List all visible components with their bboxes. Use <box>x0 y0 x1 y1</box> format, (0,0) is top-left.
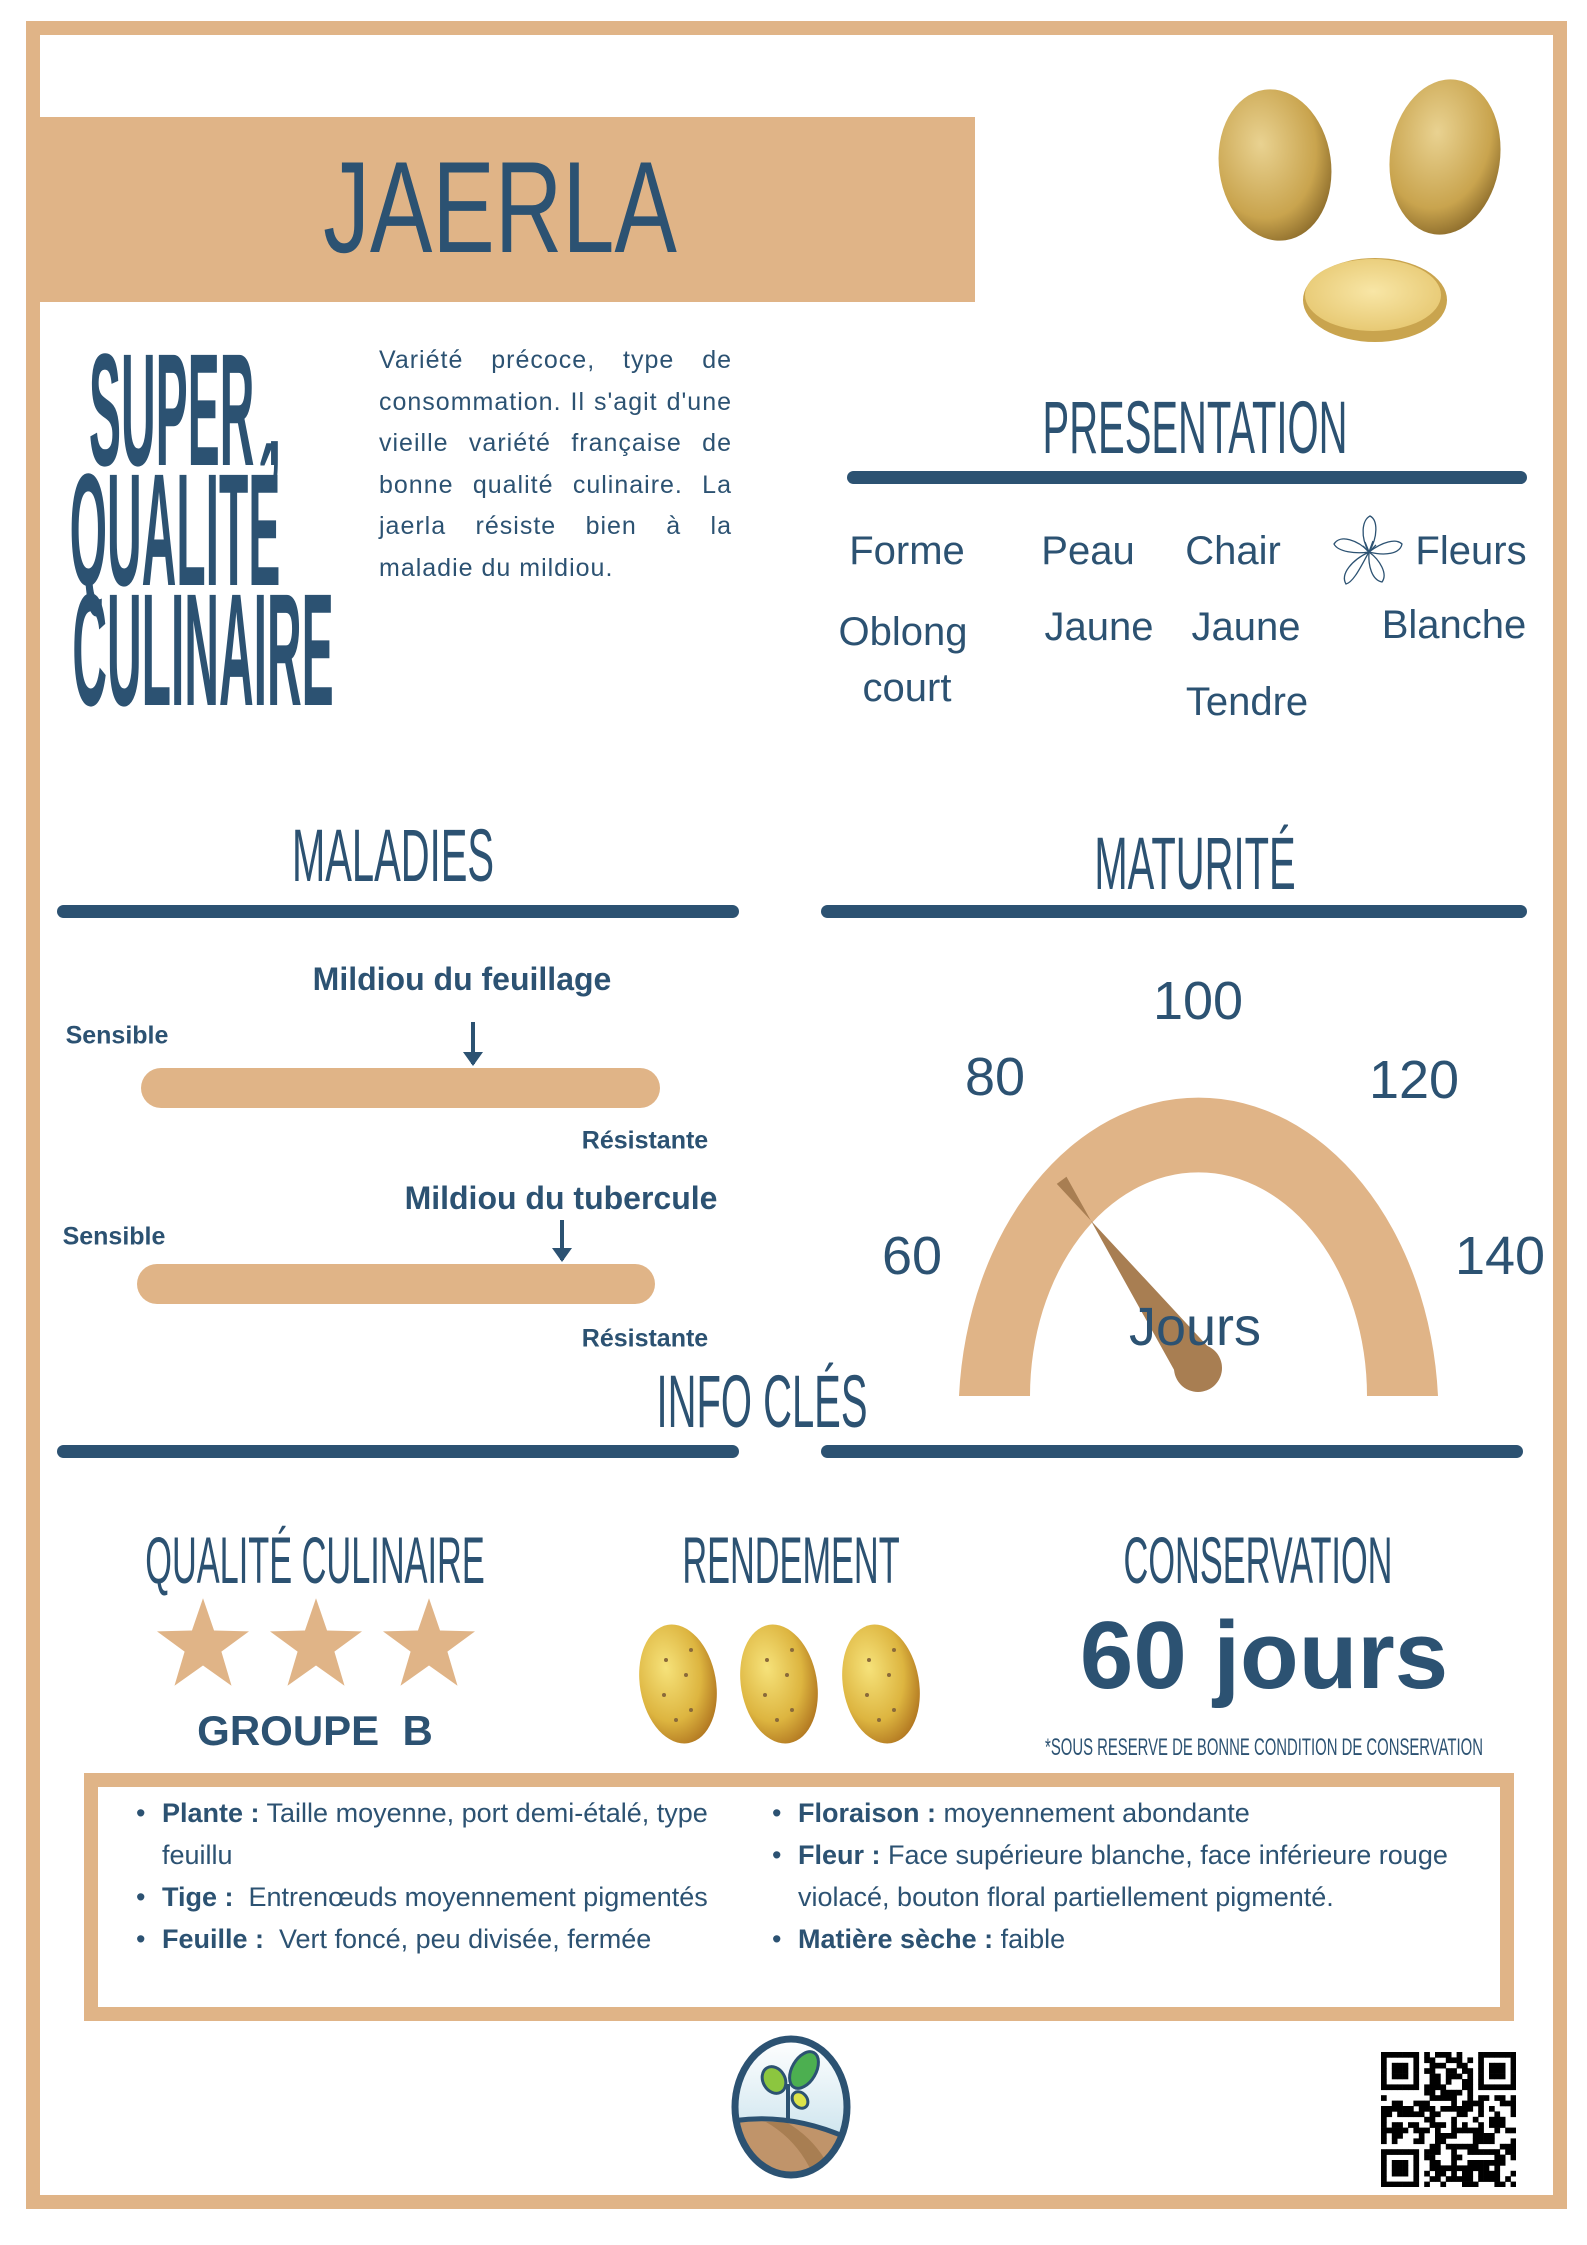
gauge-tick-80: 80 <box>964 1047 1026 1107</box>
detail-text: Entrenœuds moyennement pigmentés <box>233 1882 708 1912</box>
disease-high-label: Résistante <box>581 1126 709 1155</box>
disease-scale-bar <box>141 1068 660 1108</box>
forme-value: Oblong <box>838 610 968 654</box>
detail-text: Taille moyenne, port demi-étalé, type fe… <box>162 1798 708 1870</box>
disease-high-label: Résistante <box>581 1324 709 1353</box>
detail-item: Feuille : Vert foncé, peu divisée, fermé… <box>136 1918 752 1960</box>
needle-pivot <box>1174 1344 1222 1392</box>
info-rule-right <box>821 1445 1523 1458</box>
gauge-tick-140: 140 <box>1454 1226 1546 1286</box>
disease-level-arrow <box>551 1220 572 1262</box>
detail-label: Matière sèche : <box>798 1924 994 1954</box>
rendement-label: RENDEMENT <box>682 1523 900 1597</box>
presentation-heading: PRESENTATION <box>1042 386 1348 469</box>
gauge-tick-60: 60 <box>881 1226 943 1286</box>
presentation-rule <box>847 471 1527 484</box>
info-heading: INFO CLÉS <box>656 1360 868 1443</box>
gauge-tick-100: 100 <box>1152 971 1244 1031</box>
info-rule-left <box>57 1445 739 1458</box>
detail-item: Tige : Entrenœuds moyennement pigmentés <box>136 1876 752 1918</box>
detail-label: Fleur : <box>798 1840 881 1870</box>
peau-value: Jaune <box>1044 605 1154 649</box>
details-right: Floraison : moyennement abondante Fleur … <box>772 1792 1492 1960</box>
slogan-line-1: SUPER , <box>88 320 282 499</box>
variety-title: JAERLA <box>323 134 677 280</box>
fleurs-value: Blanche <box>1381 603 1527 647</box>
forme-value-2: court <box>862 666 952 710</box>
brand-logo <box>731 2035 851 2179</box>
variety-description: Variété précoce, type de consommation. I… <box>379 346 732 582</box>
detail-item: Fleur : Face supérieure blanche, face in… <box>772 1834 1492 1918</box>
disease-name: Mildiou du feuillage <box>312 961 612 997</box>
star-icon <box>383 1598 475 1686</box>
gauge-tick-120: 120 <box>1368 1050 1460 1110</box>
qualite-label: QUALITÉ CULINAIRE <box>145 1523 485 1597</box>
detail-item: Matière sèche : faible <box>772 1918 1492 1960</box>
detail-text: Vert foncé, peu divisée, fermée <box>264 1924 652 1954</box>
star-icon <box>157 1598 249 1686</box>
disease-level-arrow <box>463 1022 484 1066</box>
potato-icon <box>839 1620 923 1748</box>
potato-icon <box>636 1620 720 1748</box>
maturity-gauge <box>959 1097 1438 1396</box>
quality-group: GROUPE B <box>197 1707 433 1754</box>
potatoes-image <box>1218 79 1501 342</box>
disease-scale-bar <box>137 1264 655 1304</box>
peau-label: Peau <box>1041 529 1135 573</box>
conservation-label: CONSERVATION <box>1123 1523 1393 1597</box>
gauge-arc <box>959 1097 1438 1396</box>
potato-icon <box>737 1620 821 1748</box>
chair-label: Chair <box>1185 529 1281 573</box>
maladies-rule <box>57 905 739 918</box>
detail-label: Tige : <box>162 1882 234 1912</box>
conservation-value: 60 jours <box>1079 1602 1449 1709</box>
flower-icon <box>1333 515 1403 585</box>
detail-label: Floraison : <box>798 1798 937 1828</box>
star-icon <box>270 1598 362 1686</box>
chair-value-2: Tendre <box>1185 680 1309 724</box>
potato-whole <box>1389 79 1501 235</box>
detail-item: Floraison : moyennement abondante <box>772 1792 1492 1834</box>
disease-low-label: Sensible <box>62 1222 166 1251</box>
chair-value: Jaune <box>1191 605 1301 649</box>
page-frame <box>26 21 1567 2209</box>
maladies-heading: MALADIES <box>291 814 495 897</box>
slogan-line-2: QUALITÉ <box>69 440 281 619</box>
details-left: Plante : Taille moyenne, port demi-étalé… <box>136 1792 752 1960</box>
fleurs-label: Fleurs <box>1415 529 1527 573</box>
potato-whole <box>1218 89 1332 241</box>
details-box <box>84 1773 1514 2021</box>
conservation-note: *SOUS RESERVE DE BONNE CONDITION DE CONS… <box>1045 1734 1483 1761</box>
gauge-unit: Jours <box>1128 1297 1262 1357</box>
detail-text: faible <box>993 1924 1066 1954</box>
maturite-rule <box>821 905 1527 918</box>
gauge-needle <box>1056 1176 1222 1392</box>
needle-body <box>1056 1176 1216 1381</box>
disease-low-label: Sensible <box>65 1021 169 1050</box>
detail-label: Plante : <box>162 1798 260 1828</box>
disease-name: Mildiou du tubercule <box>404 1180 718 1216</box>
qr-code[interactable] <box>1381 2052 1516 2187</box>
detail-text: Face supérieure blanche, face inférieure… <box>798 1840 1448 1912</box>
title-banner <box>40 117 975 302</box>
forme-label: Forme <box>849 529 965 573</box>
detail-text: moyennement abondante <box>936 1798 1250 1828</box>
maturite-heading: MATURITÉ <box>1094 822 1296 905</box>
detail-item: Plante : Taille moyenne, port demi-étalé… <box>136 1792 752 1876</box>
slogan-line-3: CULINAIRE <box>72 560 334 739</box>
detail-label: Feuille : <box>162 1924 265 1954</box>
